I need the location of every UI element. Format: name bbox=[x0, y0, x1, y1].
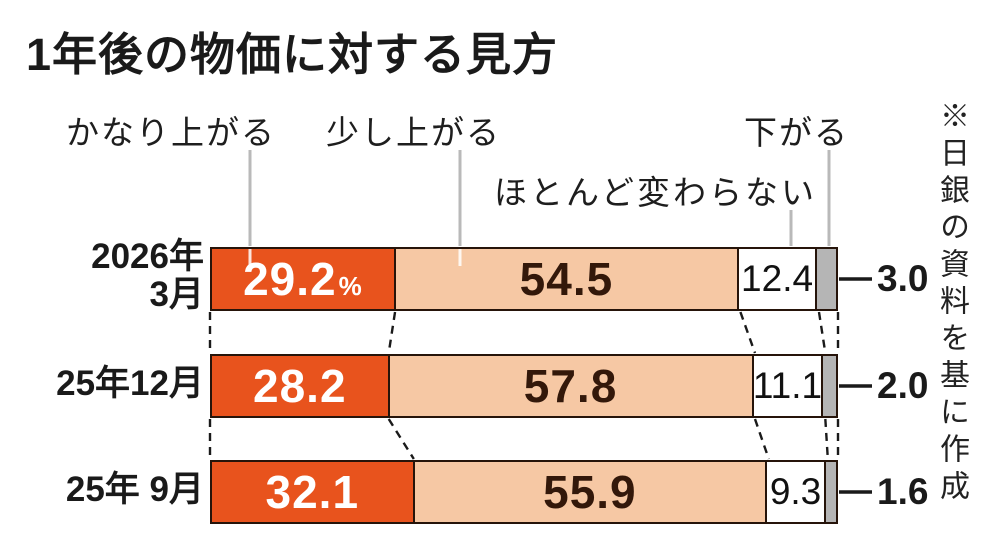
bar-segment-1: 54.5 bbox=[395, 249, 740, 309]
bar-segment-3 bbox=[823, 356, 836, 416]
segment-connector-line bbox=[753, 418, 770, 460]
bar-row: 32.1 55.9 9.3 bbox=[210, 460, 838, 524]
bar-segment-2: 11.1 bbox=[752, 356, 824, 416]
category-label: 25年 9月 bbox=[65, 470, 204, 509]
fall-value-label: 1.6 bbox=[877, 471, 929, 512]
category-label: 2026年 3月 bbox=[91, 237, 204, 314]
value-label: 9.3 bbox=[769, 471, 822, 512]
value-label: 32.1 bbox=[265, 466, 360, 518]
legend-sukoshi-agaru: 少し上がる bbox=[326, 116, 501, 152]
bar-segment-2: 12.4 bbox=[739, 249, 818, 309]
chart-title: 1年後の物価に対する見方 bbox=[26, 29, 559, 80]
bar-segment-3 bbox=[817, 249, 836, 309]
bar-segment-1: 55.9 bbox=[414, 462, 768, 522]
percent-sign: % bbox=[338, 271, 363, 301]
segment-connector-line bbox=[387, 418, 415, 460]
value-label: 54.5 bbox=[519, 253, 614, 305]
segment-connector-line bbox=[739, 311, 757, 354]
segment-connector-line bbox=[387, 311, 397, 354]
category-label: 25年12月 bbox=[56, 364, 204, 403]
bar-segment-2: 9.3 bbox=[767, 462, 826, 522]
segment-connector-line bbox=[824, 418, 830, 460]
value-label: 28.2 bbox=[253, 360, 347, 412]
bar-segment-1: 57.8 bbox=[389, 356, 754, 416]
bar-segment-0: 28.2 bbox=[212, 356, 390, 416]
value-label: 11.1 bbox=[752, 365, 823, 406]
legend-hotondo-kawaranai: ほとんど変わらない bbox=[494, 176, 818, 212]
bar-segment-0: 29.2% bbox=[212, 249, 396, 309]
legend-kanari-agaru: かなり上がる bbox=[66, 116, 276, 152]
fall-value-label: 2.0 bbox=[877, 365, 929, 406]
source-note: ※日銀の資料を基に作成 bbox=[935, 100, 968, 507]
segment-connector-line bbox=[817, 311, 827, 354]
legend-sagaru: 下がる bbox=[744, 116, 849, 152]
bar-segment-3 bbox=[825, 462, 836, 522]
value-label: 29.2% bbox=[243, 253, 363, 305]
bar-row: 29.2% 54.5 12.4 bbox=[210, 247, 838, 311]
value-label: 57.8 bbox=[523, 360, 618, 412]
value-label: 12.4 bbox=[741, 258, 814, 299]
bar-row: 28.2 57.8 11.1 bbox=[210, 354, 838, 418]
bar-segment-0: 32.1 bbox=[212, 462, 415, 522]
fall-value-label: 3.0 bbox=[877, 258, 929, 299]
value-label: 55.9 bbox=[543, 466, 637, 518]
